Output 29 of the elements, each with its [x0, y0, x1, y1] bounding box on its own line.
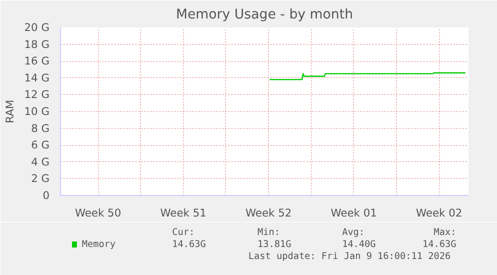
chart-title: Memory Usage - by month [176, 8, 354, 22]
y-tick-label: 16 G [24, 54, 50, 68]
text: 14.40G [342, 239, 376, 250]
y-tick-label: 14 G [24, 71, 50, 84]
x-tick-label: Week 51 [160, 206, 206, 220]
x-tick-label: Week 50 [74, 206, 122, 220]
text: Min: [258, 227, 280, 238]
text: 13.81G [258, 239, 292, 250]
line-series [268, 72, 466, 80]
x-tick-label: Week 52 [245, 206, 292, 220]
x-tick-label: Week 01 [330, 206, 377, 220]
text: Cur: [172, 227, 195, 238]
text: Avg: [342, 227, 365, 238]
y-tick-label: 12 G [24, 88, 50, 102]
y-tick-label: 6 G [31, 138, 50, 152]
y-tick-label: 8 G [31, 122, 50, 135]
text: Last update: Fri Jan 9 16:00:11 2026 [248, 251, 451, 262]
text: 14.63G [172, 239, 206, 250]
legend-label: Memory [82, 239, 116, 250]
y-tick-label: 10 G [24, 105, 50, 118]
y-tick-label: 2 G [31, 172, 50, 186]
y-axis-title: RAM [3, 100, 16, 124]
y-tick-label: 18 G [24, 38, 50, 51]
x-tick-label: Week 02 [416, 206, 462, 220]
y-tick-label: 20 G [24, 21, 50, 34]
y-tick-label: 0 [42, 189, 50, 202]
y-tick-label: 4 G [31, 155, 50, 168]
text: Max: [434, 227, 456, 238]
text: 14.63G [422, 239, 457, 250]
